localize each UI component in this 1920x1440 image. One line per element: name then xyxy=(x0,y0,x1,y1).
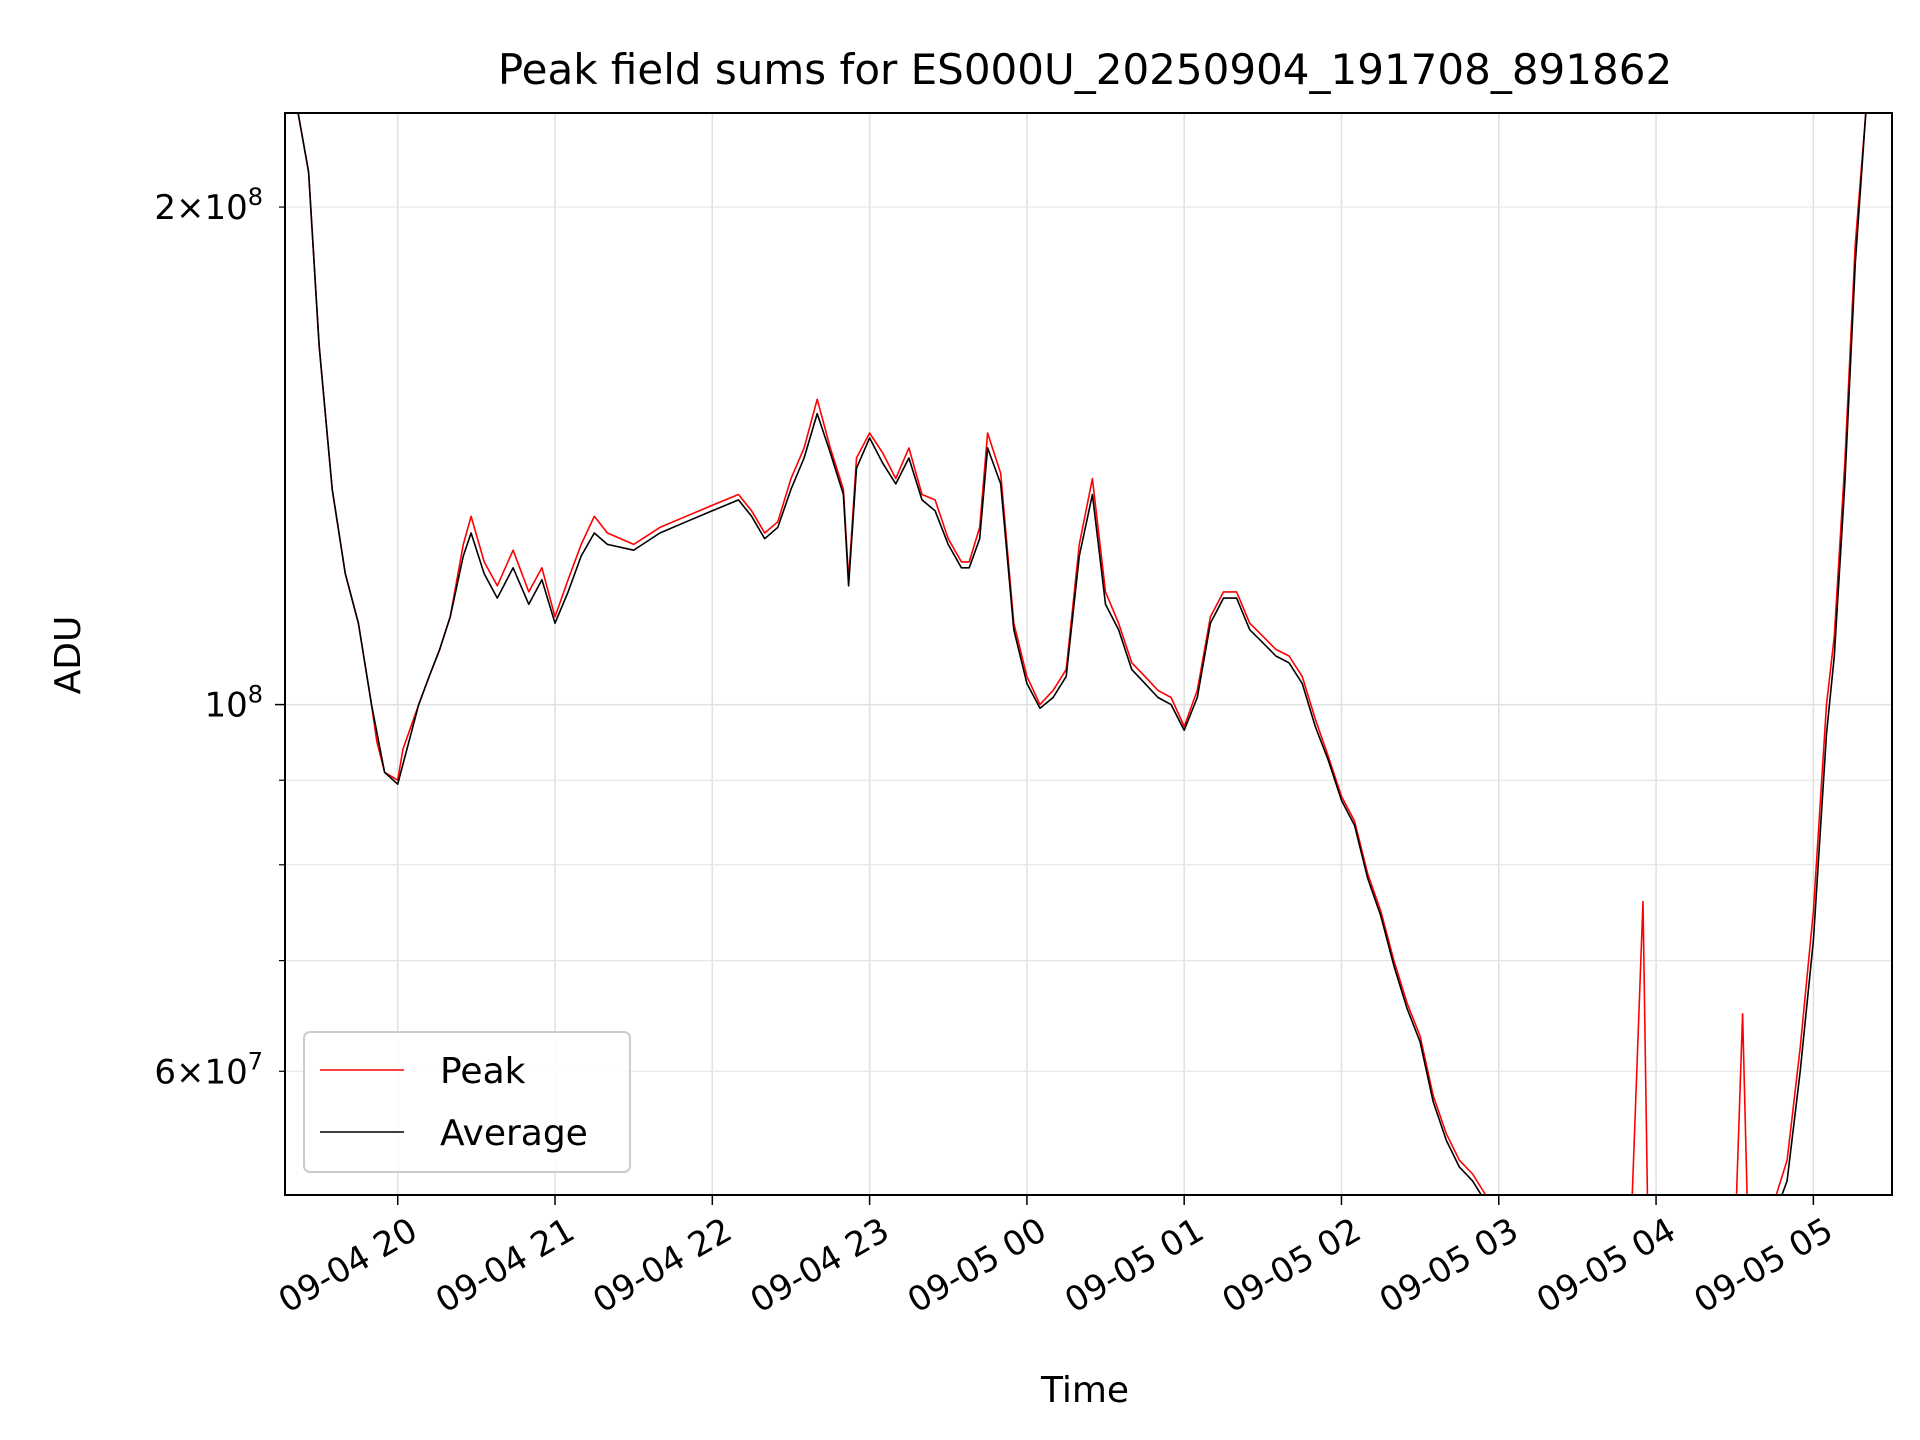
x-tick-label: 09-04 22 xyxy=(586,1210,738,1321)
series-layer xyxy=(285,113,1867,1195)
y-tick-label: 108 xyxy=(204,681,263,726)
plot-frame xyxy=(284,112,1893,1196)
y-axis-label: ADU xyxy=(48,616,89,695)
x-tick-label: 09-04 21 xyxy=(429,1210,581,1321)
x-tick-label: 09-05 04 xyxy=(1530,1210,1682,1321)
x-tick-label: 09-05 02 xyxy=(1216,1210,1368,1321)
legend: Peak Average xyxy=(303,1031,631,1173)
series-line-average xyxy=(285,113,1867,1195)
x-tick-label: 09-05 01 xyxy=(1058,1210,1210,1321)
x-tick-label: 09-05 00 xyxy=(901,1210,1053,1321)
legend-box xyxy=(303,1031,631,1173)
x-tick-label: 09-05 05 xyxy=(1687,1210,1839,1321)
x-tick-label: 09-05 03 xyxy=(1373,1210,1525,1321)
legend-label-peak: Peak xyxy=(440,1051,526,1092)
y-tick-label: 2×108 xyxy=(154,183,263,228)
x-tick-label: 09-04 20 xyxy=(272,1210,424,1321)
x-tick-label: 09-04 23 xyxy=(744,1210,896,1321)
legend-label-average: Average xyxy=(440,1113,588,1154)
series-line-peak xyxy=(285,113,1867,1195)
chart-title: Peak field sums for ES000U_20250904_1917… xyxy=(498,45,1672,94)
y-tick-label: 6×107 xyxy=(154,1047,263,1092)
x-axis-label: Time xyxy=(1040,1370,1129,1411)
